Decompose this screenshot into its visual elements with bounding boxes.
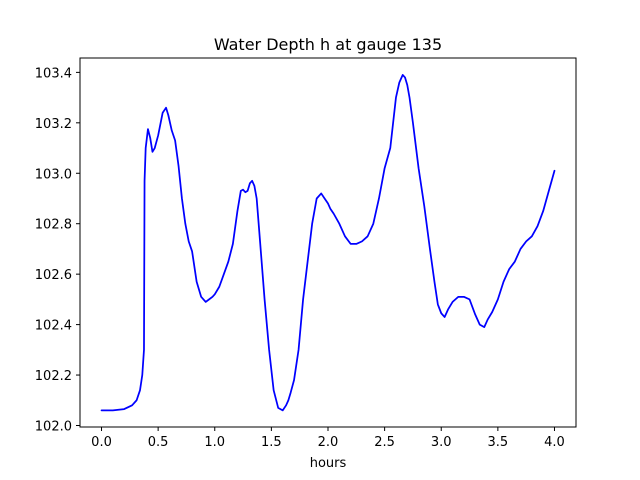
y-axis-ticks: 102.0 102.2 102.4 102.6 102.8 103.0 103.2 103.4 (35, 66, 80, 434)
x-tick-label: 4.0 (544, 435, 565, 450)
y-tick-label: 102.4 (35, 319, 72, 334)
x-axis-label: hours (310, 456, 347, 471)
x-axis-ticks: 0.0 0.5 1.0 1.5 2.0 2.5 3.0 3.5 4.0 (91, 427, 565, 450)
plot-area-frame (79, 57, 577, 428)
x-tick-label: 1.5 (261, 435, 282, 450)
y-tick-label: 103.0 (35, 167, 72, 182)
y-tick-label: 102.2 (35, 369, 72, 384)
x-tick-label: 0.0 (91, 435, 112, 450)
series-line (100, 74, 556, 412)
x-tick-label: 0.5 (148, 435, 169, 450)
y-tick-label: 103.4 (35, 66, 72, 81)
chart-title: Water Depth h at gauge 135 (214, 35, 442, 54)
y-tick-label: 102.8 (35, 218, 72, 233)
y-tick-label: 103.2 (35, 117, 72, 132)
y-tick-label: 102.0 (35, 419, 72, 434)
x-tick-label: 1.0 (204, 435, 225, 450)
x-tick-label: 3.0 (431, 435, 452, 450)
x-tick-label: 2.0 (318, 435, 339, 450)
y-tick-label: 102.6 (35, 268, 72, 283)
x-tick-label: 2.5 (374, 435, 395, 450)
x-tick-label: 3.5 (488, 435, 509, 450)
